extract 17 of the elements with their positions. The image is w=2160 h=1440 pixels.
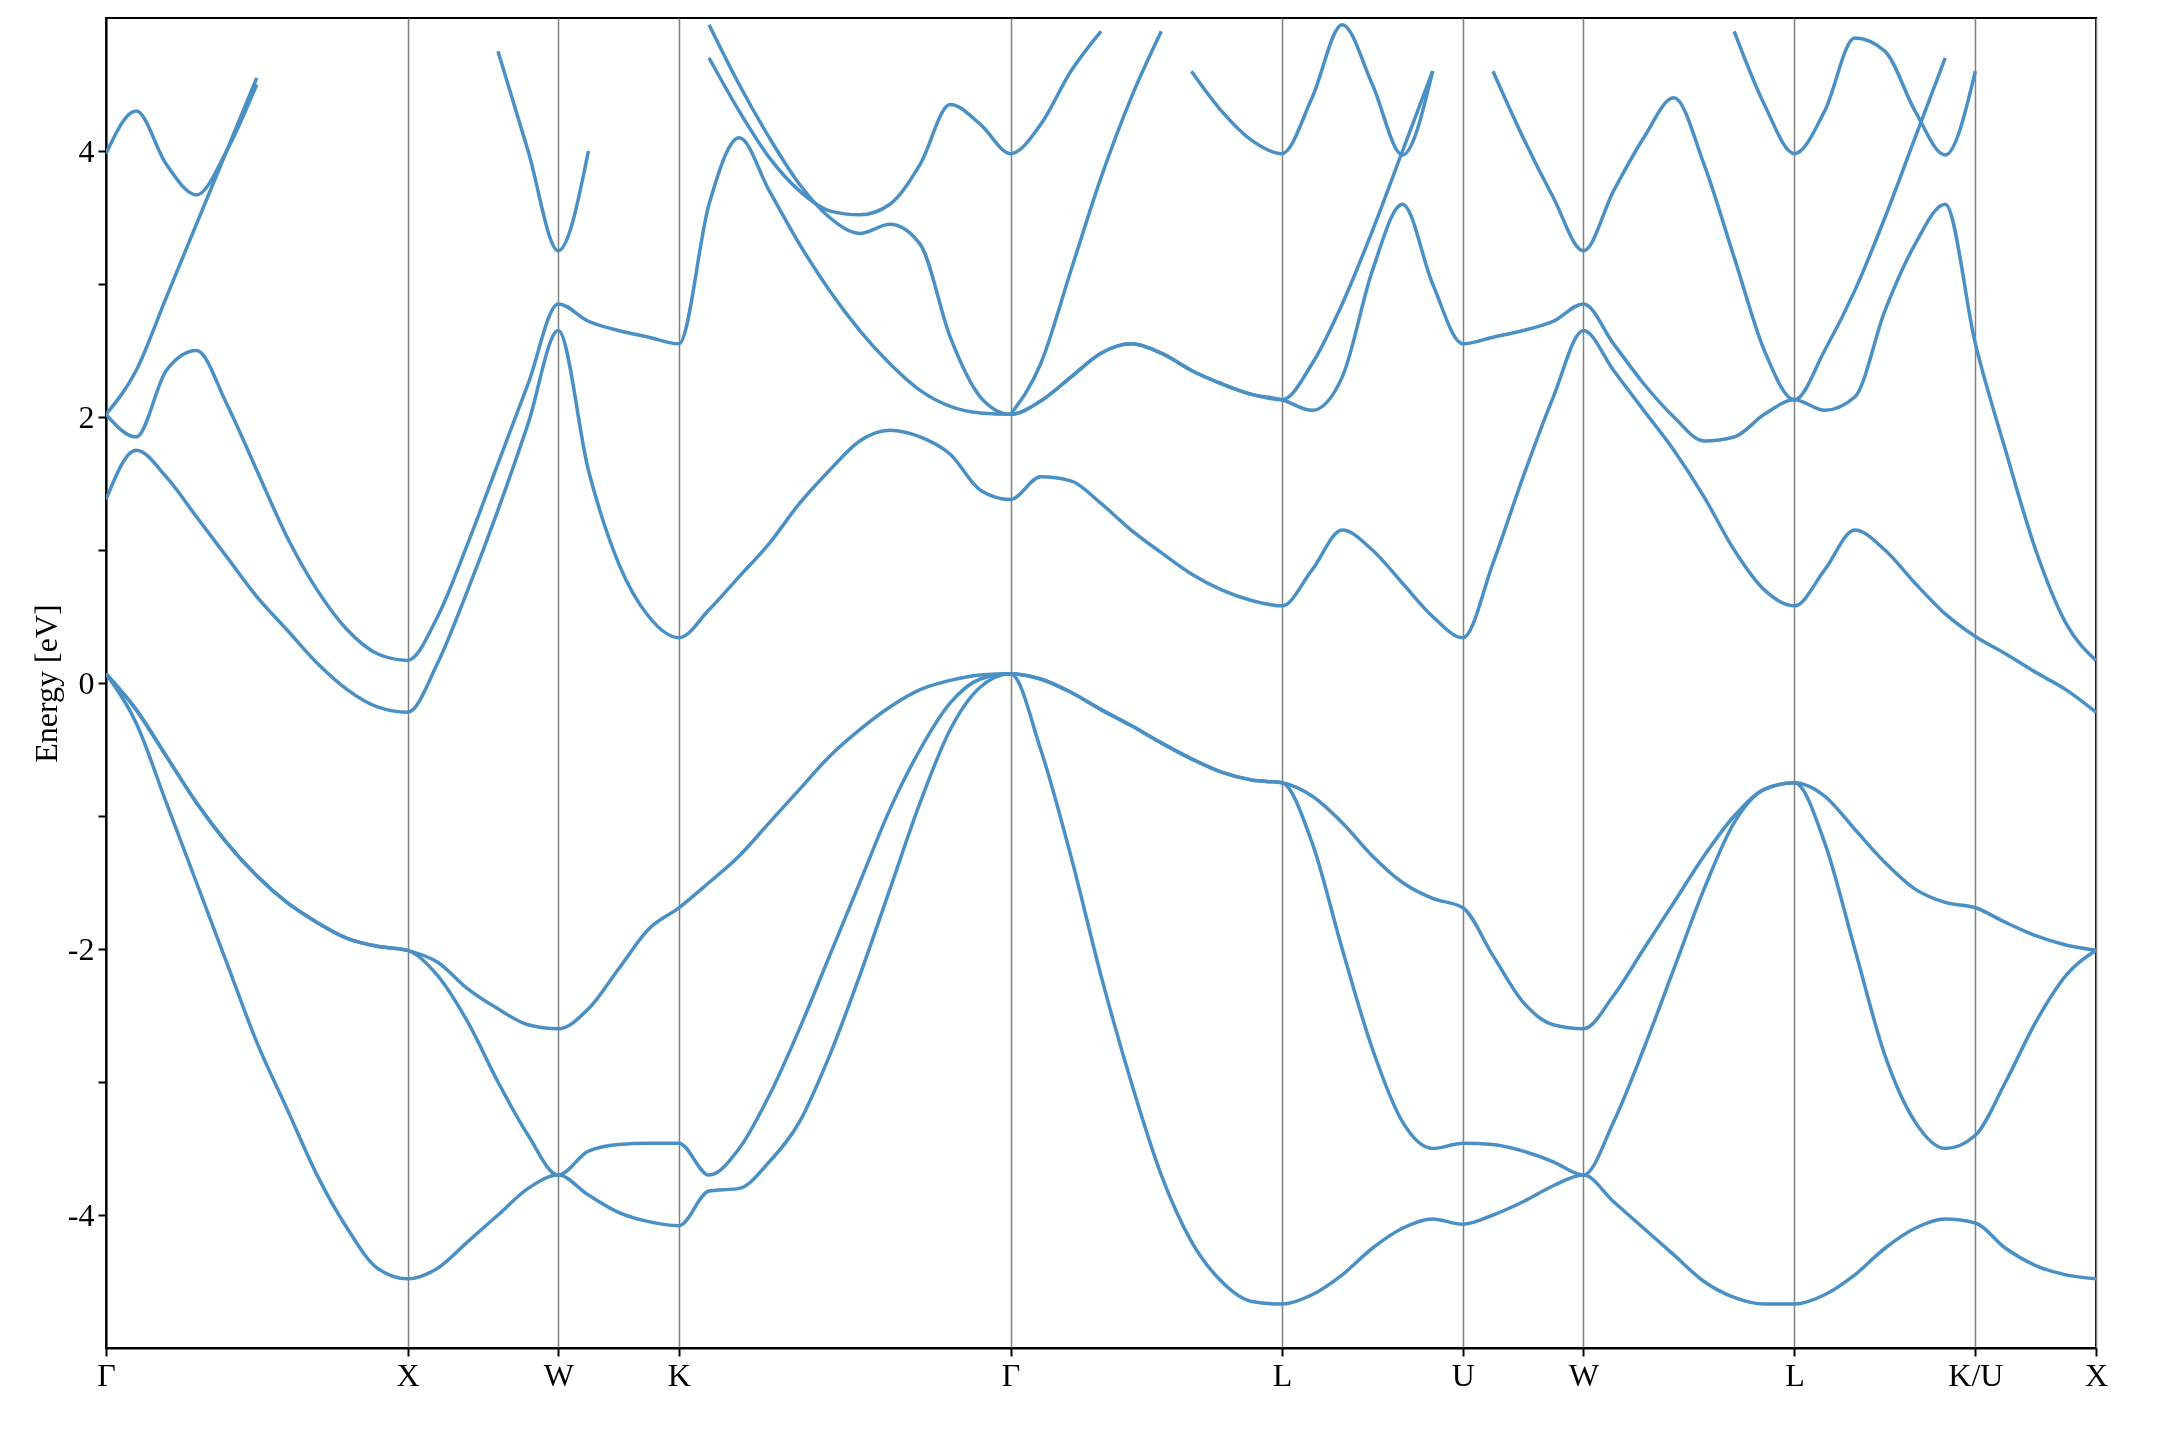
x-tick-label: X	[2084, 1356, 2109, 1393]
y-tick-label: 0	[78, 664, 95, 701]
y-tick-label: 2	[78, 398, 95, 435]
y-tick-label: 4	[78, 132, 95, 169]
x-tick-label: L	[1785, 1356, 1805, 1393]
x-tick-label: L	[1272, 1356, 1293, 1393]
x-tick-label: K/U	[1948, 1356, 2004, 1393]
x-tick-label: Γ	[97, 1356, 116, 1393]
x-tick-label: W	[1568, 1356, 1600, 1393]
y-tick-label: -4	[67, 1196, 95, 1233]
y-axis-title: Energy [eV]	[27, 604, 64, 763]
y-tick-label: -2	[67, 930, 95, 967]
x-tick-label: U	[1451, 1356, 1475, 1393]
x-tick-label: W	[543, 1356, 575, 1393]
x-tick-label: K	[667, 1356, 691, 1393]
x-tick-label: X	[396, 1356, 420, 1393]
x-tick-label: Γ	[1001, 1356, 1021, 1393]
